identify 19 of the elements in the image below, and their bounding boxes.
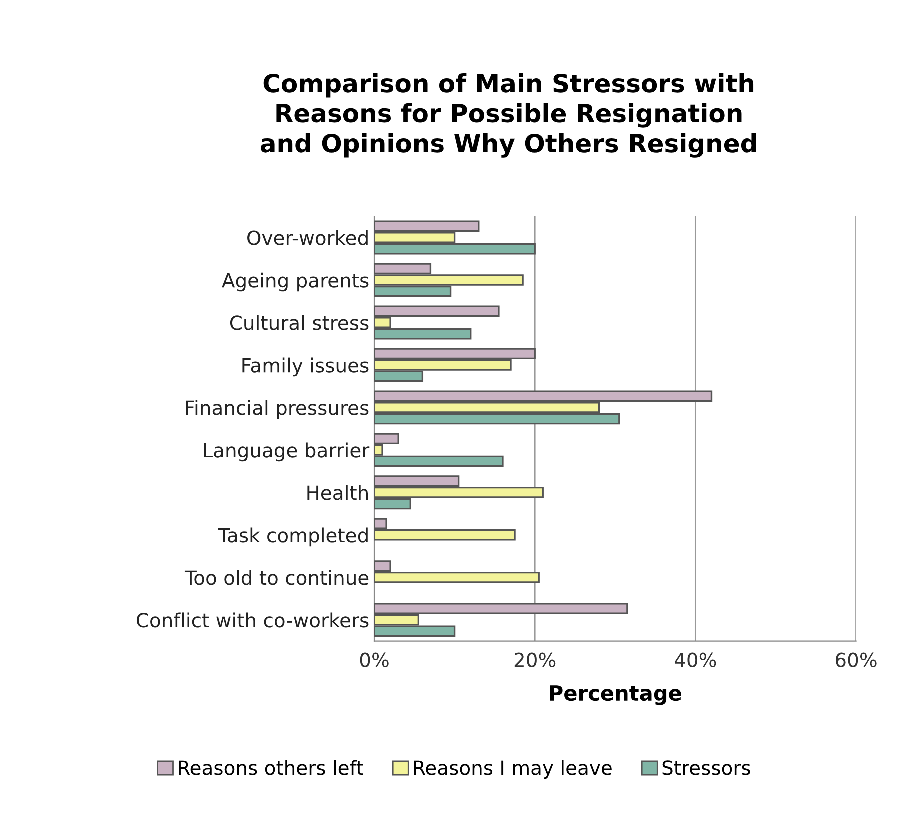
x-tick-label: 40% xyxy=(675,652,716,668)
x-axis-title: Percentage xyxy=(550,686,682,706)
legend-label: Reasons I may leave xyxy=(414,760,612,780)
x-tick-label: 60% xyxy=(836,652,877,668)
y-tick-label: Ageing parents xyxy=(222,272,369,292)
legend-label: Reasons others left xyxy=(179,760,364,776)
y-tick-label: Conflict with co-workers xyxy=(136,612,369,628)
y-tick-label: Language barrier xyxy=(204,442,370,462)
y-tick-label: Task completed xyxy=(218,528,368,547)
y-tick-label: Financial pressures xyxy=(186,400,369,420)
x-tick-label: 0% xyxy=(360,652,389,668)
y-tick-label: Over-worked xyxy=(248,230,368,246)
y-tick-label: Family issues xyxy=(242,358,369,377)
x-tick-label: 20% xyxy=(514,652,556,668)
legend-label: Stressors xyxy=(662,760,750,776)
chart-title: Comparison of Main Stressors with Reasons for Possible Resignation and Opinions Why Others Resigned xyxy=(260,74,756,158)
y-tick-label: Cultural stress xyxy=(230,315,369,330)
y-tick-label: Too old to continue xyxy=(184,570,369,586)
y-tick-label: Health xyxy=(308,485,368,500)
